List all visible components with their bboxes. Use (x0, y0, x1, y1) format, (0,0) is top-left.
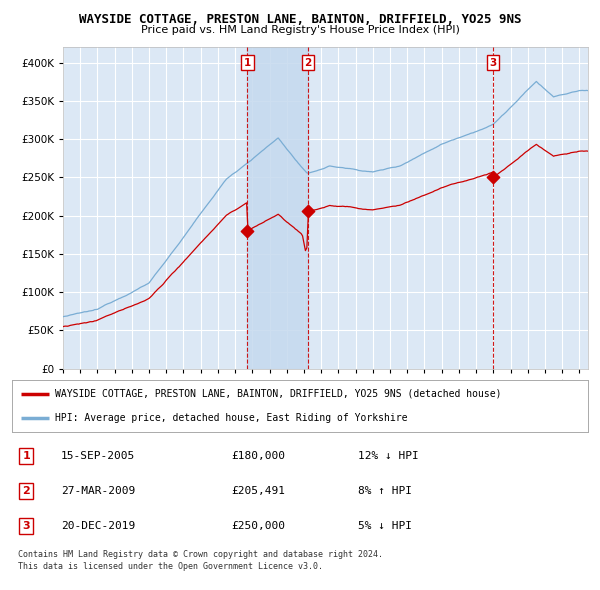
Point (488, 173, 497, 182)
Point (242, 226, 252, 235)
Text: Price paid vs. HM Land Registry's House Price Index (HPI): Price paid vs. HM Land Registry's House … (140, 25, 460, 35)
Text: 2: 2 (304, 57, 311, 67)
Text: £205,491: £205,491 (231, 486, 285, 496)
Text: WAYSIDE COTTAGE, PRESTON LANE, BAINTON, DRIFFIELD, YO25 9NS (detached house): WAYSIDE COTTAGE, PRESTON LANE, BAINTON, … (55, 389, 502, 399)
Text: 20-DEC-2019: 20-DEC-2019 (61, 521, 135, 531)
Text: 1: 1 (23, 451, 30, 461)
Text: 3: 3 (23, 521, 30, 531)
Point (303, 206, 313, 216)
Bar (247, 47, 308, 369)
Text: WAYSIDE COTTAGE, PRESTON LANE, BAINTON, DRIFFIELD, YO25 9NS: WAYSIDE COTTAGE, PRESTON LANE, BAINTON, … (79, 13, 521, 26)
Text: Contains HM Land Registry data © Crown copyright and database right 2024.: Contains HM Land Registry data © Crown c… (18, 550, 383, 559)
Text: 8% ↑ HPI: 8% ↑ HPI (358, 486, 412, 496)
Text: 5% ↓ HPI: 5% ↓ HPI (358, 521, 412, 531)
Text: £180,000: £180,000 (231, 451, 285, 461)
Text: £250,000: £250,000 (231, 521, 285, 531)
Text: This data is licensed under the Open Government Licence v3.0.: This data is licensed under the Open Gov… (18, 562, 323, 571)
Text: 2: 2 (23, 486, 30, 496)
Text: 27-MAR-2009: 27-MAR-2009 (61, 486, 135, 496)
Text: 1: 1 (244, 57, 251, 67)
Text: 15-SEP-2005: 15-SEP-2005 (61, 451, 135, 461)
Text: 3: 3 (489, 57, 496, 67)
Text: 12% ↓ HPI: 12% ↓ HPI (358, 451, 418, 461)
Text: HPI: Average price, detached house, East Riding of Yorkshire: HPI: Average price, detached house, East… (55, 413, 408, 423)
